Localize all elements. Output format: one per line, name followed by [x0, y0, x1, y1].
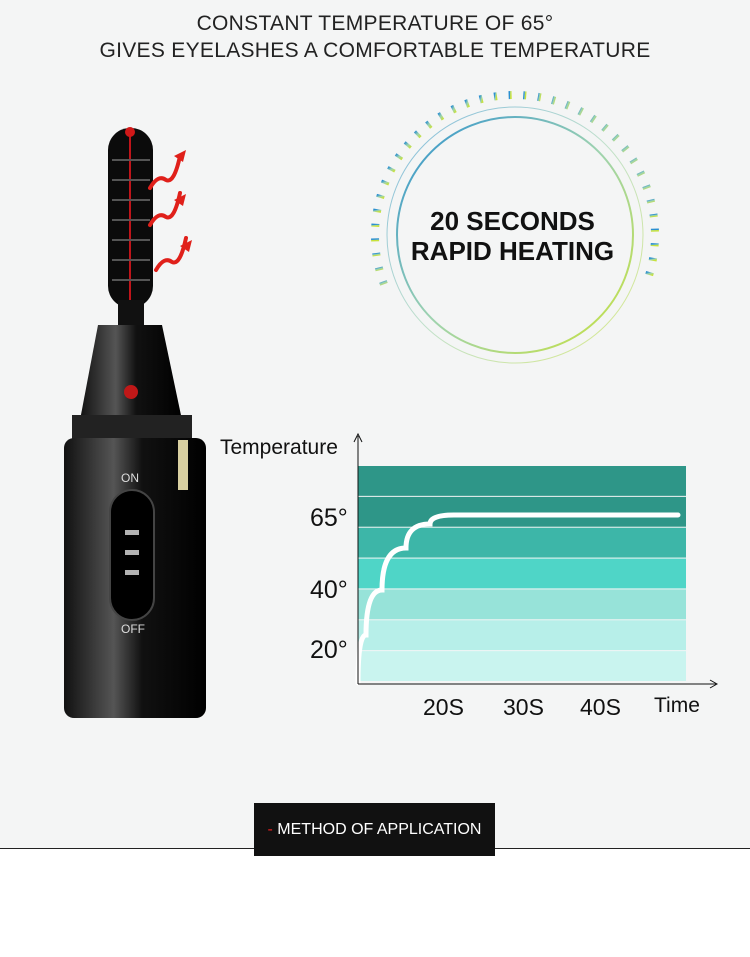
x-tick-20s: 20S — [423, 694, 464, 720]
gauge-tick — [450, 104, 457, 114]
gauge-tick — [537, 92, 542, 102]
chart-band — [358, 558, 686, 589]
eyelash-curler-image — [64, 127, 206, 718]
temperature-chart — [353, 432, 719, 689]
off-label: OFF — [121, 622, 145, 636]
gauge-tick — [478, 94, 484, 104]
gauge-tick — [437, 112, 445, 121]
rapid-heating-text: 20 SECONDS RAPID HEATING — [380, 206, 645, 266]
ring-line-1: 20 SECONDS — [430, 206, 595, 236]
x-axis-label: Time — [654, 694, 700, 717]
x-tick-30s: 30S — [503, 694, 544, 720]
gauge-tick — [387, 166, 396, 173]
x-tick-40s: 40S — [580, 694, 621, 720]
x-axis-arrow — [709, 679, 719, 689]
gauge-tick — [629, 157, 638, 165]
headline: CONSTANT TEMPERATURE OF 65° GIVES EYELAS… — [0, 10, 750, 64]
gauge-tick — [648, 257, 658, 262]
method-of-application-banner: - METHOD OF APPLICATION — [254, 803, 495, 856]
chart-band — [358, 496, 686, 527]
gauge-tick — [425, 120, 433, 129]
y-axis-arrow — [353, 432, 363, 443]
gauge-tick — [413, 130, 422, 139]
chart-band — [358, 651, 686, 681]
gauge-tick — [650, 242, 659, 247]
y-tick-65: 65° — [310, 504, 348, 532]
headline-line-1: CONSTANT TEMPERATURE OF 65° — [196, 12, 554, 35]
banner-label: METHOD OF APPLICATION — [277, 821, 482, 838]
chart-band — [358, 589, 686, 620]
y-axis-label: Temperature — [220, 436, 338, 459]
gauge-tick — [372, 208, 382, 213]
gauge-tick — [403, 141, 412, 149]
gauge-tick — [371, 223, 380, 228]
gauge-tick — [621, 145, 630, 153]
gauge-tick — [577, 107, 584, 116]
ring-line-2: RAPID HEATING — [410, 236, 615, 266]
gauge-tick — [464, 99, 470, 108]
gauge-tick — [394, 153, 404, 161]
gauge-tick — [522, 91, 527, 100]
y-tick-40: 40° — [310, 576, 348, 604]
gauge-tick — [611, 133, 620, 142]
headline-line-2: GIVES EYELASHES A COMFORTABLE TEMPERATUR… — [99, 39, 651, 62]
gauge-tick — [564, 100, 571, 110]
y-tick-20: 20° — [310, 636, 348, 664]
gauge-ring — [371, 91, 659, 364]
gauge-tick — [493, 92, 498, 101]
gauge-tick — [646, 198, 656, 204]
gauge-tick — [379, 280, 388, 286]
gauge-tick — [601, 123, 609, 132]
on-label: ON — [121, 471, 139, 485]
bottom-area — [0, 849, 750, 957]
chart-band — [358, 620, 686, 651]
chart-band — [358, 466, 686, 496]
gauge-tick — [645, 271, 654, 277]
gauge-tick — [551, 96, 557, 105]
gauge-tick — [372, 252, 381, 257]
gauge-tick — [636, 170, 646, 177]
gauge-tick — [589, 114, 597, 124]
gauge-tick — [649, 213, 658, 218]
temperature-curve — [355, 512, 681, 686]
gauge-tick — [374, 266, 384, 272]
gauge-tick — [376, 193, 385, 199]
gauge-tick — [642, 184, 651, 190]
gauge-tick — [380, 179, 390, 186]
banner-dash: - — [267, 821, 273, 838]
